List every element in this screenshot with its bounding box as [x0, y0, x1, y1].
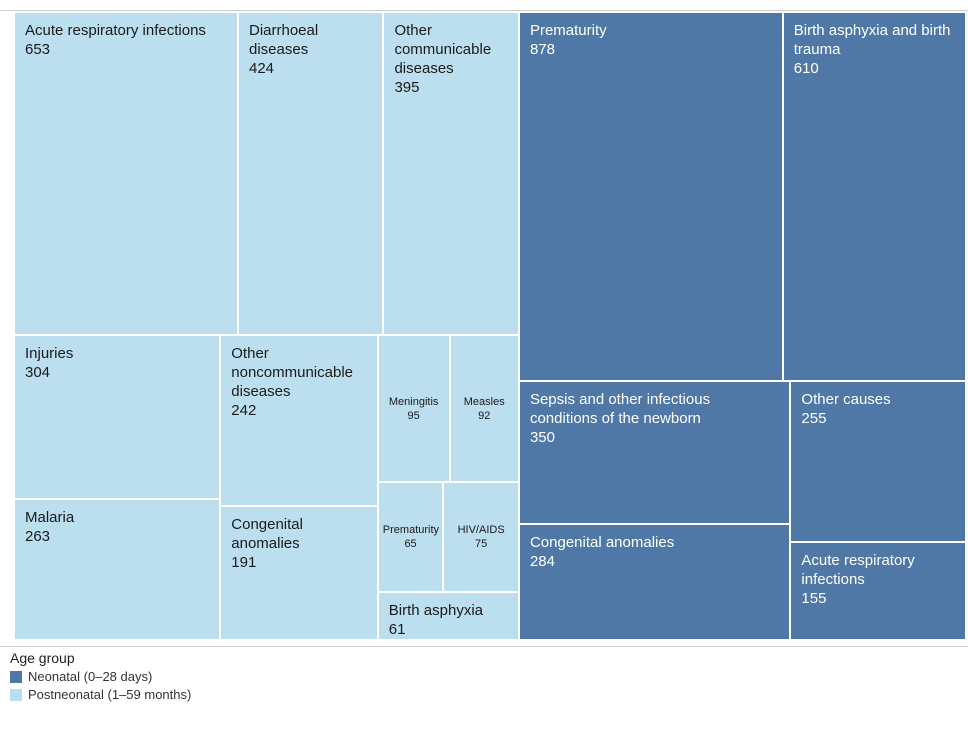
- cell-label: Prematurity: [529, 22, 607, 39]
- cell-label: Birth asphyxia and birth trauma: [793, 22, 951, 58]
- cell-label: Acute respiratory infections: [801, 552, 915, 589]
- treemap-cell: Meningitis 95: [377, 335, 450, 483]
- legend: Age group Neonatal (0–28 days) Postneonat…: [10, 650, 191, 702]
- bottom-rule: [0, 646, 968, 647]
- cell-value: 284: [529, 553, 555, 570]
- treemap-cell: Birth asphyxia and birth trauma 610: [782, 12, 966, 382]
- cell-value: 878: [529, 41, 555, 58]
- cell-label: Congenital anomalies: [231, 515, 303, 552]
- cell-label: Malaria: [25, 508, 75, 526]
- cell-label: Other noncommunicable diseases: [231, 345, 354, 401]
- cell-value: 155: [801, 590, 827, 608]
- treemap-cell: Congenital anomalies 191: [220, 505, 378, 640]
- cell-label: HIV/AIDS: [457, 524, 505, 537]
- cell-value: 395: [394, 79, 420, 96]
- treemap-cell: Sepsis and other infectious conditions o…: [518, 381, 791, 524]
- cell-value: 263: [25, 527, 51, 545]
- cell-label: Acute respiratory infections: [25, 22, 206, 39]
- cell-label: Other communicable diseases: [394, 22, 492, 77]
- legend-swatch: [10, 670, 22, 683]
- treemap-cell: Prematurity 65: [377, 482, 444, 593]
- top-rule: [0, 10, 968, 11]
- cell-label: Prematurity: [382, 524, 440, 537]
- legend-item: Neonatal (0–28 days): [10, 669, 191, 684]
- treemap-cell: Other causes 255: [790, 381, 966, 543]
- treemap-cell: Congenital anomalies 284: [518, 524, 791, 640]
- legend-item: Postneonatal (1–59 months): [10, 687, 191, 702]
- treemap-cell: Malaria 263: [14, 498, 221, 640]
- cell-label: Sepsis and other infectious conditions o…: [529, 391, 711, 428]
- cell-value: 610: [793, 60, 819, 77]
- cell-value: 191: [231, 553, 257, 571]
- treemap-cell: HIV/AIDS 75: [443, 482, 519, 593]
- cell-label: Birth asphyxia: [388, 602, 484, 620]
- treemap-cell: Injuries 304: [14, 335, 221, 499]
- cell-label: Injuries: [25, 345, 74, 363]
- cell-value: 350: [529, 429, 555, 447]
- treemap-cell: Acute respiratory infections 653: [14, 12, 238, 336]
- cell-label: Diarrhoeal diseases: [249, 22, 319, 58]
- cell-value: 92: [478, 409, 491, 422]
- cell-value: 61: [388, 621, 406, 639]
- cell-label: Other causes: [801, 391, 891, 409]
- treemap-cell: Diarrhoeal diseases 424: [238, 12, 384, 336]
- legend-swatch: [10, 688, 22, 701]
- treemap: Acute respiratory infections 653 Diarrhoea…: [14, 12, 966, 640]
- cell-label: Meningitis: [388, 395, 439, 408]
- cell-value: 95: [407, 409, 420, 422]
- legend-label: Neonatal (0–28 days): [28, 669, 153, 684]
- cell-label: Congenital anomalies: [529, 534, 675, 551]
- legend-title: Age group: [10, 650, 75, 666]
- cell-value: 653: [25, 41, 51, 58]
- legend-label: Postneonatal (1–59 months): [28, 687, 192, 702]
- treemap-cell: Birth asphyxia 61: [377, 592, 519, 640]
- treemap-cell: Other noncommunicable diseases 242: [220, 335, 378, 506]
- treemap-cell: Measles 92: [449, 335, 519, 483]
- cell-value: 75: [475, 538, 488, 551]
- cell-value: 242: [231, 402, 257, 420]
- cell-value: 424: [249, 60, 275, 77]
- cell-value: 65: [404, 538, 417, 551]
- cell-label: Measles: [463, 395, 505, 408]
- treemap-cell: Other communicable diseases 395: [383, 12, 519, 336]
- treemap-cell: Acute respiratory infections 155: [790, 542, 966, 640]
- cell-value: 304: [25, 364, 51, 382]
- treemap-cell: Prematurity 878: [518, 12, 783, 382]
- cell-value: 255: [801, 410, 827, 428]
